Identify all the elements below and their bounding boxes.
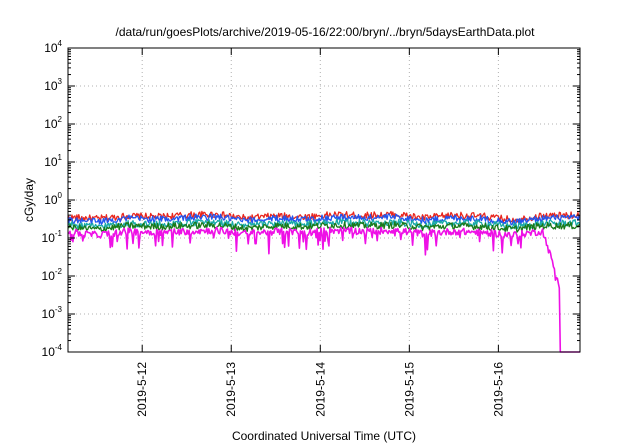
y-tick-label: 103 [44,77,62,93]
x-tick-label: 2019-5-13 [224,362,238,417]
y-tick-label: 10-4 [42,343,63,359]
series-line-3 [67,218,581,230]
x-tick-label: 2019-5-12 [135,362,149,417]
series-line-1 [67,210,581,224]
y-tick-label: 100 [44,191,62,207]
series-layer [67,210,581,353]
y-tick-label: 10-3 [42,305,63,321]
chart-title: /data/run/goesPlots/archive/2019-05-16/2… [116,25,536,39]
x-axis-label: Coordinated Universal Time (UTC) [232,429,416,443]
x-tick-label: 2019-5-15 [402,362,416,417]
x-axis-ticks: 2019-5-12 2019-5-13 2019-5-14 2019-5-15 2019… [135,48,505,417]
series-line-4 [67,221,581,233]
y-tick-label: 101 [44,153,62,169]
x-tick-label: 2019-5-16 [491,362,505,417]
y-tick-label: 10-1 [42,229,63,245]
y-axis-ticks: 10-4 10-3 10-2 10-1 100 101 102 103 104 [42,39,580,359]
series-line-5 [67,226,580,353]
y-tick-label: 102 [44,115,62,131]
x-tick-label: 2019-5-14 [313,362,327,417]
y-tick-label: 10-2 [42,267,63,283]
y-axis-label: cGy/day [22,178,36,222]
y-tick-label: 104 [44,39,62,55]
